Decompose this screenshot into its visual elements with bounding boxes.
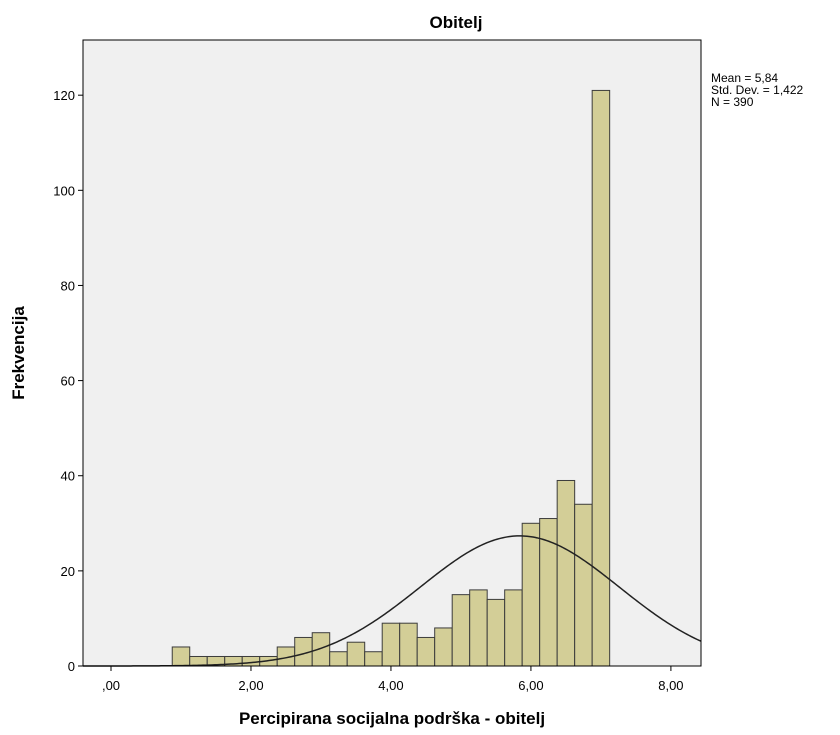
y-tick-label: 100	[53, 183, 75, 198]
x-tick-label: 4,00	[378, 678, 403, 693]
histogram-bar	[521, 522, 541, 667]
y-tick-label: 0	[68, 659, 75, 674]
stat-sd: Std. Dev. = 1,422	[711, 83, 803, 97]
x-tick-label: 2,00	[238, 678, 263, 693]
stat-n: N = 390	[711, 95, 754, 109]
x-axis-label: Percipirana socijalna podrška - obitelj	[239, 709, 545, 728]
x-tick-label: 8,00	[658, 678, 683, 693]
histogram-bar	[469, 589, 488, 667]
histogram-bar	[434, 627, 453, 667]
x-tick-label: ,00	[102, 678, 120, 693]
y-tick-label: 20	[61, 564, 75, 579]
histogram-bar	[381, 622, 401, 667]
plot-frame	[82, 39, 702, 667]
histogram-bar	[556, 479, 576, 667]
histogram-bar	[574, 503, 593, 667]
x-tick-label: 6,00	[518, 678, 543, 693]
y-axis-label: Frekvencija	[9, 306, 28, 400]
histogram-bar	[486, 598, 506, 667]
y-tick-label: 60	[61, 374, 75, 389]
y-tick-label: 40	[61, 469, 75, 484]
y-tick-label: 120	[53, 88, 75, 103]
histogram-bar	[241, 655, 261, 667]
chart-title: Obitelj	[430, 13, 483, 32]
histogram-bar	[416, 636, 436, 667]
histogram-bar	[399, 622, 418, 667]
histogram-bar	[504, 589, 523, 667]
histogram-bar	[451, 594, 471, 667]
stat-mean: Mean = 5,84	[711, 71, 778, 85]
histogram-bar	[311, 632, 331, 667]
histogram-bar	[329, 651, 348, 667]
histogram-bar	[364, 651, 383, 667]
histogram-bar	[591, 89, 611, 667]
histogram-bar	[171, 646, 191, 667]
histogram-bar	[346, 641, 366, 667]
y-tick-label: 80	[61, 278, 75, 293]
